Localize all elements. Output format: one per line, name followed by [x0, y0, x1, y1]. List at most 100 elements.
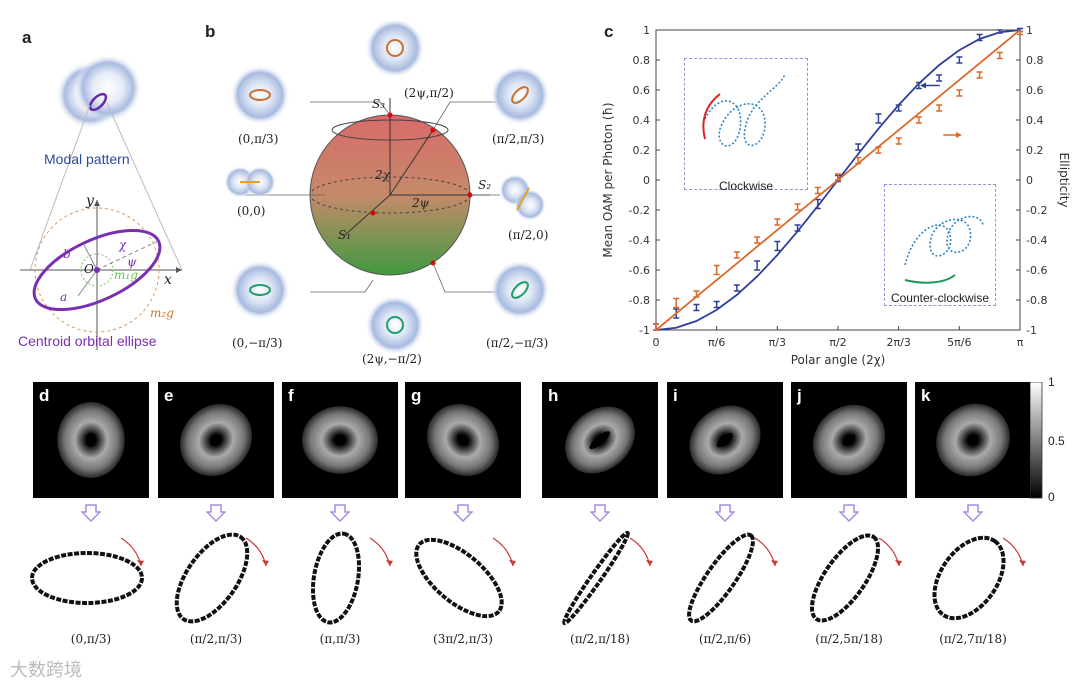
beam-0-neg-pi3-orbit: [249, 284, 271, 296]
beam-bottom: [365, 295, 425, 355]
beam-pi2-neg-pi3: [490, 260, 550, 320]
inset-clockwise: Clockwise: [684, 58, 808, 193]
centroid-ellipse-caption: Centroid orbital ellipse: [18, 333, 157, 349]
m2g-circle: [34, 207, 160, 333]
oam-chart: -1 -1 -0.8 -0.8 -0.6 -0.6 -0.4 -0.4 -0.2 -0.2 0 0 0.…: [601, 24, 1071, 367]
state-label-pi2-0: (π/2,0): [508, 228, 549, 242]
major-axis-line: [96, 239, 161, 271]
beam-image-e: e: [158, 382, 274, 498]
y2-tick-label: -0.4: [1026, 234, 1047, 247]
left-axis-arrowhead-icon: [920, 82, 926, 89]
down-arrow-icon: [963, 504, 983, 522]
y-tick-label: 0.8: [633, 54, 651, 67]
state-label-south: (2ψ,−π/2): [362, 352, 422, 366]
panel-c-label: c: [604, 22, 614, 41]
y-tick-label: -0.2: [629, 204, 650, 217]
y2-tick-label: 0.2: [1026, 144, 1044, 157]
beam-pi2-pi3-orbit: [511, 86, 529, 104]
modal-pattern-caption: Modal pattern: [44, 151, 130, 167]
beam-panel-label: f: [288, 386, 294, 405]
poincare-sphere-figure: [224, 20, 550, 355]
orbit-caption-h: (π/2,π/18): [570, 632, 630, 646]
beam-panel-label: j: [797, 386, 802, 405]
inset-clockwise-caption: Clockwise: [718, 179, 773, 193]
axis-x-label: x: [164, 272, 172, 288]
y-tick-label: -0.4: [629, 234, 650, 247]
y-axis-label: Mean OAM per Photon (ħ): [601, 102, 615, 257]
orbit-caption-g: (3π/2,π/3): [433, 632, 493, 646]
beam-panel-label: i: [673, 386, 678, 405]
panel-a-figure: [20, 54, 183, 350]
beam-top-orbit: [386, 39, 404, 57]
y-tick-label: 0.2: [633, 144, 651, 157]
modal-centroid-ellipse: [88, 92, 108, 112]
y2-axis-label: Ellipticity: [1057, 153, 1071, 208]
semi-axis-b-line: [83, 244, 98, 271]
x-tick-label: π: [1017, 336, 1024, 349]
beam-dark-core: [87, 433, 95, 447]
orbit-ellipse-f: [310, 531, 393, 625]
y2-tick-label: -1: [1026, 324, 1037, 337]
orbit-caption-k: (π/2,7π/18): [939, 632, 1007, 646]
inset-counter-clockwise: Counter-clockwise: [884, 184, 996, 306]
y2-tick-label: -0.6: [1026, 264, 1047, 277]
beam-image-i: i: [667, 382, 783, 498]
state-label-0-pi3: (0,π/3): [238, 132, 279, 146]
beam-pi2-pi3: [490, 65, 550, 125]
colorbar: [1030, 382, 1043, 499]
beam-0-pi3: [230, 65, 290, 125]
state-label-pi2-pi3: (π/2,π/3): [492, 132, 545, 146]
beam-image-d: d: [33, 382, 149, 498]
beam-panel-label: h: [548, 386, 559, 405]
y2-tick-label: -0.8: [1026, 294, 1047, 307]
panel-a-label: a: [22, 28, 32, 47]
colorbar-mid: 0.5: [1048, 434, 1065, 448]
beam-image-f: f: [282, 382, 398, 498]
down-arrow-icon: [715, 504, 735, 522]
y-tick-label: 1: [643, 24, 650, 37]
m1g-label: m₁g: [114, 268, 138, 282]
state-label-0-0: (0,0): [237, 204, 266, 218]
projection-line-right: [106, 102, 183, 271]
orbit-ellipse-e: [174, 532, 269, 624]
modal-lobe-right: [74, 54, 142, 122]
s1-label: S₁: [338, 228, 352, 242]
y-tick-label: -0.8: [629, 294, 650, 307]
connector-0-pi3: [310, 101, 391, 116]
x-tick-label: 0: [653, 336, 660, 349]
orbit-ellipse-h: [562, 530, 653, 626]
semi-axis-a-label: a: [60, 290, 68, 304]
orbit-ellipse-k: [932, 535, 1026, 621]
y-tick-label: -0.6: [629, 264, 650, 277]
x-axis-arrow-icon: [176, 267, 182, 273]
origin-dot: [94, 267, 100, 273]
centroid-orbital-ellipse: [32, 228, 162, 312]
orbit-ellipse-d: [30, 537, 144, 605]
colorbar-min: 0: [1048, 490, 1055, 504]
psi-label: ψ: [127, 255, 137, 269]
m2g-label: m₂g: [150, 306, 174, 320]
state-vector: [389, 129, 434, 196]
down-arrow-icon: [839, 504, 859, 522]
down-arrow-icon: [81, 504, 101, 522]
watermark-text: 大数跨境: [10, 660, 82, 681]
beam-panel-label: d: [39, 386, 50, 405]
x-axis-label: Polar angle (2χ): [791, 353, 886, 367]
y2-tick-label: 1: [1026, 24, 1033, 37]
s2-label: S₂: [478, 178, 492, 192]
beam-pi2-0-line: [516, 187, 530, 211]
state-label-north: (2ψ,π/2): [404, 86, 454, 100]
orbit-caption-e: (π/2,π/3): [189, 632, 243, 646]
axis-y-label: y: [86, 193, 94, 209]
projection-line-left: [29, 104, 91, 271]
down-arrow-icon: [330, 504, 350, 522]
connector-pi2-pi3: [432, 101, 500, 131]
y2-tick-label: -0.2: [1026, 204, 1047, 217]
y-tick-label: 0.6: [633, 84, 651, 97]
y2-tick-label: 0.6: [1026, 84, 1044, 97]
beam-top: [365, 20, 425, 78]
semi-axis-a-line: [77, 269, 98, 297]
s1-axis: [344, 194, 391, 236]
y-tick-label: 0.4: [633, 114, 651, 127]
x-tick-label: π/3: [769, 336, 786, 349]
